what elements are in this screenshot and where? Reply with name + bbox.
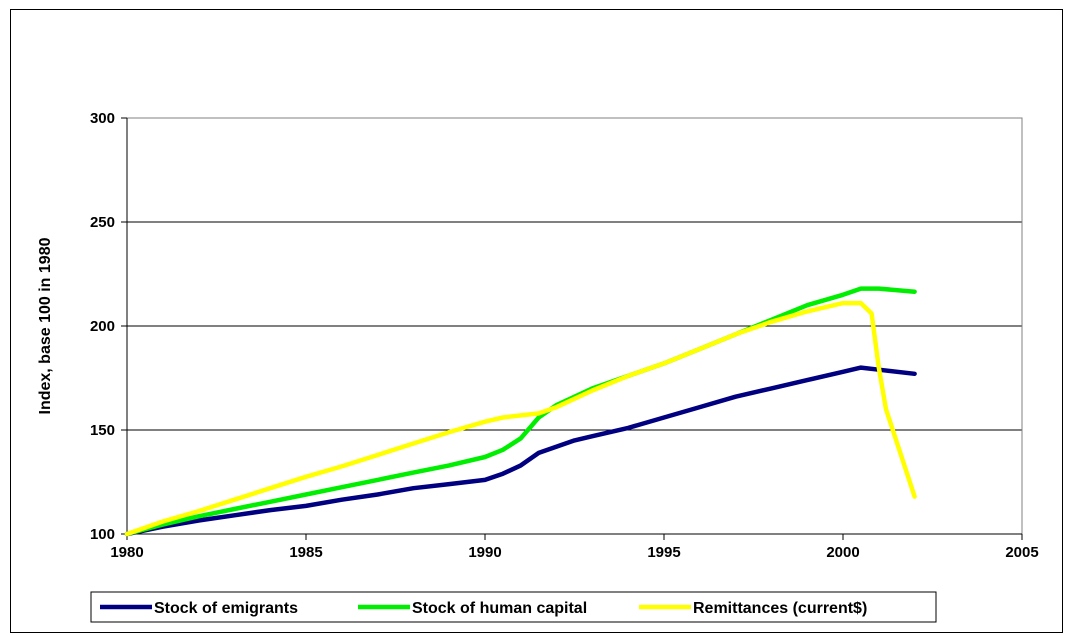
y-tick-label: 100 <box>90 526 115 543</box>
legend-label: Remittances (current$) <box>693 600 867 617</box>
axes: 100 150 200 250 300 1980 1985 1990 1995 2000 2005 <box>90 110 1039 561</box>
y-tick-label: 300 <box>90 110 115 127</box>
legend: Stock of emigrants Stock of human capital… <box>91 592 936 622</box>
y-tick-label: 200 <box>90 318 115 335</box>
x-tick-label: 1990 <box>468 544 501 561</box>
legend-label: Stock of human capital <box>412 600 587 617</box>
gridlines <box>127 118 1022 430</box>
x-tick-label: 2005 <box>1005 544 1038 561</box>
y-tick-label: 250 <box>90 214 115 231</box>
series-line-3 <box>127 303 915 534</box>
y-tick-label: 150 <box>90 422 115 439</box>
x-tick-label: 1985 <box>289 544 322 561</box>
y-axis-title: Index, base 100 in 1980 <box>37 237 54 414</box>
x-tick-label: 2000 <box>826 544 859 561</box>
x-tick-label: 1980 <box>110 544 143 561</box>
series-lines <box>127 289 915 534</box>
legend-label: Stock of emigrants <box>154 600 298 617</box>
x-tick-label: 1995 <box>647 544 680 561</box>
